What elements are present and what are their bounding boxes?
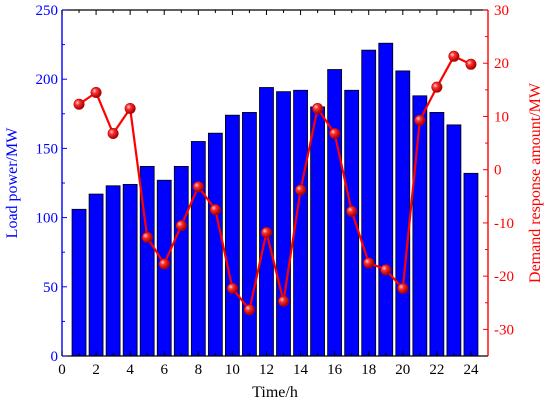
- x-tick-label: 6: [160, 362, 168, 378]
- y2-tick-label: 0: [494, 163, 502, 179]
- x-tick-label: 18: [361, 362, 376, 378]
- x-tick-label: 22: [429, 362, 444, 378]
- x-tick-label: 0: [58, 362, 66, 378]
- y-tick-label: 150: [36, 141, 59, 157]
- point: [209, 204, 221, 216]
- bar: [190, 141, 206, 357]
- y2-tick-label: 10: [494, 109, 509, 125]
- point: [380, 264, 392, 276]
- point: [346, 205, 358, 217]
- bar: [276, 91, 291, 357]
- point: [465, 58, 477, 70]
- point: [73, 98, 85, 110]
- y-tick-label: 250: [36, 3, 59, 19]
- x-tick-label: 14: [293, 362, 309, 378]
- point: [90, 87, 102, 99]
- bar: [225, 114, 240, 357]
- y2-axis-title: Demand response amount/MW: [527, 82, 544, 283]
- point: [329, 128, 341, 140]
- point: [363, 257, 375, 269]
- bar: [71, 208, 87, 357]
- bar: [378, 42, 394, 357]
- point: [158, 258, 170, 270]
- bar: [122, 183, 138, 357]
- point: [226, 282, 238, 294]
- load-power-bars: [71, 42, 479, 357]
- y-tick-label: 200: [36, 72, 59, 88]
- x-tick-label: 12: [259, 362, 274, 378]
- bar: [259, 87, 274, 357]
- y2-tick-label: -10: [494, 216, 514, 232]
- bar: [446, 124, 462, 357]
- bar: [361, 49, 377, 357]
- x-tick-label: 2: [92, 362, 100, 378]
- y-tick-label: 100: [36, 211, 59, 227]
- bar: [327, 69, 343, 357]
- bar: [310, 106, 325, 357]
- point: [192, 181, 204, 193]
- y-axis-title: Load power/MW: [4, 127, 21, 239]
- bar: [463, 172, 479, 357]
- point: [397, 282, 409, 294]
- point: [295, 184, 307, 196]
- bar: [395, 70, 411, 357]
- point: [243, 304, 255, 316]
- bar: [173, 165, 189, 357]
- point: [175, 220, 187, 232]
- series-line: [78, 54, 472, 313]
- x-tick-label: 8: [195, 362, 203, 378]
- point: [448, 50, 460, 62]
- point: [312, 102, 324, 114]
- point: [107, 128, 119, 140]
- bar: [105, 185, 121, 357]
- bar: [429, 112, 445, 357]
- x-tick-label: 20: [395, 362, 410, 378]
- y-tick-label: 50: [43, 280, 58, 296]
- y2-tick-label: -20: [494, 269, 514, 285]
- bar: [412, 95, 428, 357]
- point: [124, 102, 136, 114]
- y2-tick-label: 30: [494, 3, 509, 19]
- point: [278, 295, 290, 307]
- x-tick-label: 24: [463, 362, 479, 378]
- x-axis-title: Time/h: [252, 384, 298, 401]
- y2-tick-label: 20: [494, 56, 509, 72]
- demand-response-series: [73, 50, 477, 316]
- bar: [88, 193, 104, 357]
- point: [260, 227, 272, 239]
- point: [431, 81, 443, 93]
- point: [414, 114, 426, 126]
- x-tick-label: 4: [126, 362, 134, 378]
- point: [141, 231, 153, 243]
- y-axis-right: -30 -20 -10 0 10 20 30: [483, 3, 514, 338]
- x-tick-label: 16: [327, 362, 343, 378]
- x-axis: 0 2 4 6 8 10 12 14 16 18 20 22 24: [58, 10, 479, 378]
- bar: [207, 132, 223, 357]
- y-tick-label: 0: [51, 349, 59, 365]
- x-tick-label: 10: [225, 362, 240, 378]
- y-axis-left: 0 50 100 150 200 250: [36, 3, 67, 365]
- y2-tick-label: -30: [494, 322, 514, 338]
- bar: [242, 112, 257, 357]
